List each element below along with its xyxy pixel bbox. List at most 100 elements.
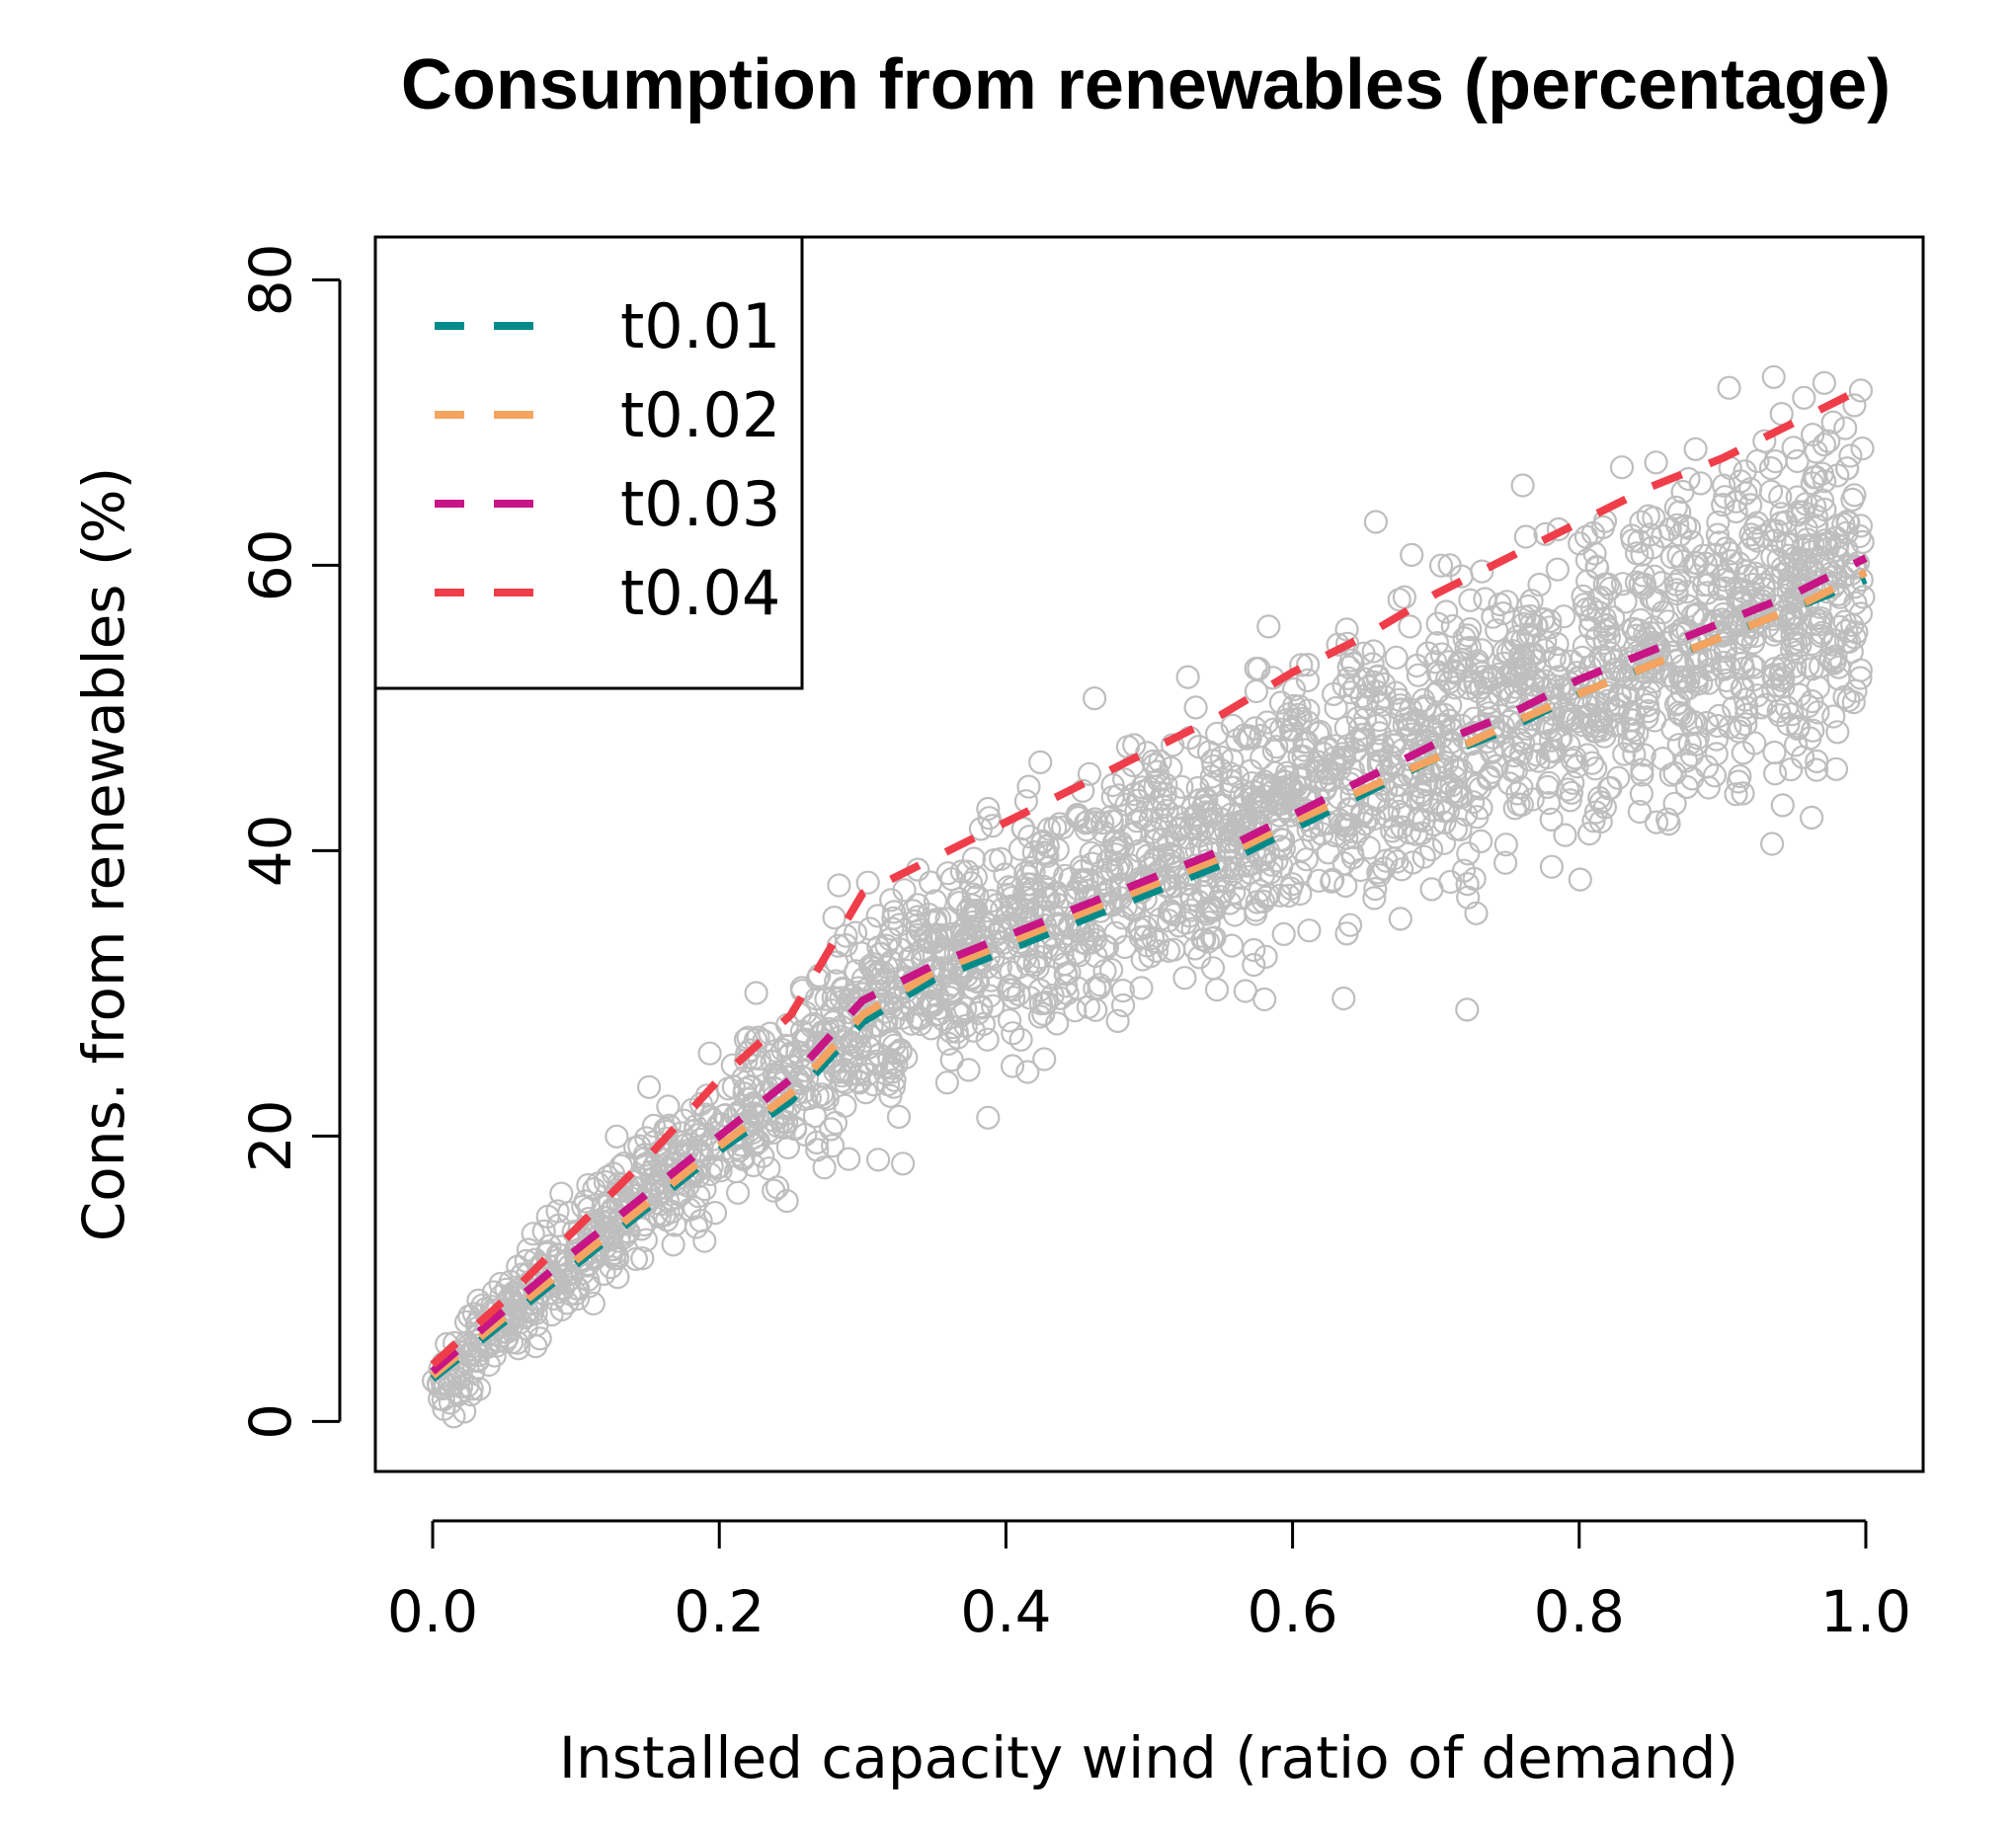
- scatter-point: [1088, 973, 1112, 997]
- scatter-point: [1250, 889, 1276, 914]
- scatter-point: [1742, 731, 1767, 755]
- scatter-point: [1271, 921, 1296, 947]
- scatter-point: [1706, 510, 1731, 535]
- scatter-point: [907, 1006, 931, 1031]
- scatter-point: [1513, 524, 1538, 549]
- scatter-points: [422, 364, 1876, 1429]
- scatter-point: [1775, 530, 1800, 556]
- scatter-point: [1297, 918, 1322, 943]
- scatter-point: [908, 917, 932, 943]
- scatter-point: [1780, 702, 1805, 727]
- scatter-point: [1589, 585, 1614, 610]
- scatter-point: [606, 1224, 632, 1248]
- scatter-point: [1193, 793, 1218, 819]
- scatter-point: [788, 1064, 814, 1089]
- scatter-point: [1759, 832, 1785, 856]
- scatter-point: [1621, 718, 1646, 743]
- plot-frame: [373, 235, 1925, 1473]
- scatter-point: [1783, 630, 1808, 655]
- scatter-point: [1583, 756, 1608, 781]
- scatter-point: [1242, 952, 1266, 978]
- scatter-point: [881, 900, 907, 924]
- scatter-point: [1510, 473, 1535, 498]
- scatter-point: [549, 1297, 574, 1322]
- scatter-point: [1054, 962, 1079, 987]
- scatter-point: [1731, 675, 1755, 700]
- scatter-point: [1013, 860, 1038, 886]
- scatter-point: [1804, 439, 1828, 464]
- scatter-point: [655, 1208, 680, 1232]
- scatter-point: [685, 1138, 710, 1162]
- scatter-point: [1172, 966, 1197, 991]
- scatter-point: [1559, 780, 1584, 805]
- scatter-point: [535, 1204, 560, 1230]
- scatter-point: [1450, 651, 1475, 675]
- scatter-point: [1511, 672, 1536, 696]
- scatter-point: [1520, 673, 1546, 697]
- scatter-point: [1813, 528, 1838, 553]
- scatter-point: [1432, 810, 1457, 834]
- scatter-point: [757, 1156, 781, 1181]
- x-tick-label: 0.4: [960, 1578, 1051, 1645]
- scatter-point: [1785, 601, 1810, 627]
- scatter-point: [586, 1171, 610, 1196]
- scatter-point: [1458, 588, 1483, 612]
- scatter-point: [1156, 909, 1181, 933]
- scatter-point: [1539, 807, 1564, 833]
- scatter-point: [1156, 938, 1181, 963]
- scatter-point: [1821, 651, 1847, 675]
- x-axis: 0.0 0.2 0.4 0.6 0.8 1.0: [387, 1519, 1911, 1645]
- scatter-point: [821, 985, 846, 1010]
- scatter-point: [661, 1232, 685, 1257]
- scatter-point: [894, 1045, 919, 1070]
- scatter-point: [741, 1090, 766, 1116]
- scatter-point: [1098, 957, 1124, 983]
- scatter-point: [1545, 631, 1570, 657]
- scatter-point: [1485, 618, 1509, 643]
- scatter-point: [683, 1118, 708, 1144]
- y-axis-label: Cons. from renewables (%): [70, 467, 137, 1242]
- scatter-point: [890, 1151, 916, 1176]
- scatter-point: [1683, 550, 1708, 575]
- scatter-point: [846, 1069, 871, 1093]
- scatter-point: [1573, 524, 1599, 549]
- scatter-point: [442, 1404, 466, 1429]
- scatter-point: [1663, 495, 1688, 520]
- scatter-point: [1805, 749, 1829, 774]
- scatter-point: [1130, 947, 1155, 972]
- scatter-point: [1219, 933, 1245, 958]
- scatter-point: [1768, 618, 1793, 643]
- scatter-point: [1792, 385, 1816, 410]
- scatter-point: [1014, 899, 1040, 923]
- y-tick-label: 40: [237, 814, 304, 887]
- scatter-point: [1821, 704, 1846, 729]
- scatter-point: [1787, 553, 1813, 578]
- scatter-point: [923, 910, 947, 934]
- scatter-point: [1429, 642, 1454, 667]
- scatter-point: [1558, 788, 1582, 813]
- scatter-point: [1196, 911, 1221, 935]
- scatter-point: [1576, 821, 1602, 846]
- scatter-point: [1283, 774, 1309, 799]
- scatter-point: [1663, 692, 1689, 717]
- scatter-point: [1160, 733, 1185, 757]
- scatter-point: [1575, 694, 1601, 719]
- scatter-point: [577, 1274, 602, 1299]
- scatter-point: [1667, 568, 1692, 593]
- scatter-point: [1696, 671, 1722, 695]
- scatter-point: [1235, 726, 1259, 751]
- legend-label-t0.01: t0.01: [620, 290, 780, 362]
- scatter-point: [837, 1147, 861, 1171]
- scatter-point: [1576, 703, 1602, 728]
- scatter-point: [932, 960, 957, 986]
- scatter-point: [1017, 824, 1042, 849]
- scatter-point: [822, 905, 847, 930]
- scatter-point: [1718, 541, 1743, 566]
- scatter-point: [827, 873, 851, 898]
- scatter-point: [1761, 364, 1786, 389]
- scatter-point: [1103, 920, 1128, 945]
- scatter-point: [1613, 590, 1638, 614]
- scatter-point: [1385, 785, 1410, 811]
- scatter-point: [1672, 514, 1698, 539]
- scatter-point: [938, 973, 963, 997]
